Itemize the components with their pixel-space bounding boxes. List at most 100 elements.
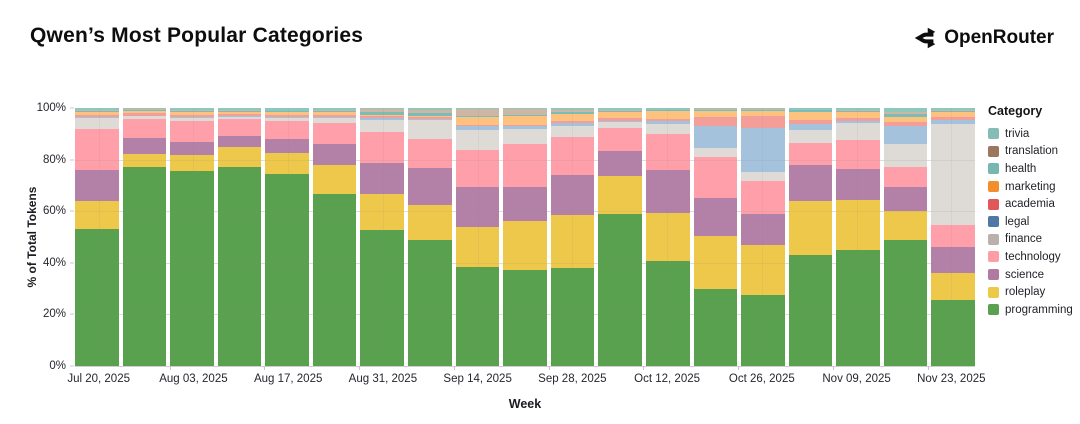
bar-segment-translation[interactable]: [836, 109, 880, 111]
legend-item-academia[interactable]: academia: [988, 195, 1078, 213]
bar-segment-translation[interactable]: [645, 109, 690, 111]
bar-segment-academia[interactable]: [170, 114, 214, 117]
legend-item-marketing[interactable]: marketing: [988, 178, 1078, 196]
bar-segment-programming[interactable]: [693, 289, 738, 366]
bar-segment-marketing[interactable]: [836, 112, 880, 119]
bar-segment-marketing[interactable]: [693, 110, 738, 118]
bar-segment-academia[interactable]: [408, 116, 452, 119]
bar-segment-science[interactable]: [265, 139, 309, 154]
bar-segment-marketing[interactable]: [503, 116, 547, 125]
bar-segment-marketing[interactable]: [122, 111, 167, 114]
bar-segment-trivia[interactable]: [693, 108, 738, 110]
bar-segment-academia[interactable]: [836, 118, 880, 121]
bar-segment-finance[interactable]: [598, 122, 642, 129]
bar-segment-health[interactable]: [503, 115, 547, 117]
bar-segment-translation[interactable]: [931, 109, 975, 111]
bar-segment-academia[interactable]: [455, 124, 500, 126]
bar-segment-roleplay[interactable]: [408, 204, 452, 240]
bar-segment-academia[interactable]: [741, 116, 785, 129]
bar-segment-science[interactable]: [122, 138, 167, 154]
bar-segment-technology[interactable]: [122, 118, 167, 139]
bar-segment-marketing[interactable]: [75, 112, 119, 115]
bar-segment-health[interactable]: [788, 110, 833, 112]
bar-segment-technology[interactable]: [217, 118, 262, 137]
bar-segment-roleplay[interactable]: [217, 147, 262, 168]
bar-segment-science[interactable]: [931, 246, 975, 274]
bar-segment-translation[interactable]: [455, 109, 500, 116]
bar-segment-marketing[interactable]: [170, 112, 214, 115]
bar-segment-translation[interactable]: [312, 110, 357, 111]
legend-item-legal[interactable]: legal: [988, 213, 1078, 231]
bar-segment-translation[interactable]: [883, 111, 928, 114]
bar-segment-legal[interactable]: [693, 126, 738, 149]
bar-segment-marketing[interactable]: [312, 112, 357, 115]
bar-segment-marketing[interactable]: [741, 110, 785, 117]
bar-segment-roleplay[interactable]: [170, 155, 214, 172]
bar-segment-roleplay[interactable]: [836, 199, 880, 251]
bar-segment-health[interactable]: [408, 113, 452, 116]
bar-segment-translation[interactable]: [122, 109, 167, 111]
bar-segment-technology[interactable]: [931, 224, 975, 247]
bar-segment-roleplay[interactable]: [550, 214, 595, 268]
bar-segment-trivia[interactable]: [741, 108, 785, 110]
bar-segment-translation[interactable]: [788, 109, 833, 111]
legend-item-translation[interactable]: translation: [988, 143, 1078, 161]
bar-segment-legal[interactable]: [598, 121, 642, 123]
bar-segment-programming[interactable]: [788, 254, 833, 366]
bar-segment-roleplay[interactable]: [503, 220, 547, 270]
bar-segment-translation[interactable]: [503, 109, 547, 116]
bar-segment-legal[interactable]: [360, 117, 405, 121]
bar-segment-translation[interactable]: [217, 110, 262, 111]
bar-segment-health[interactable]: [122, 110, 167, 112]
bar-segment-science[interactable]: [836, 168, 880, 200]
bar-segment-programming[interactable]: [645, 261, 690, 366]
bar-segment-science[interactable]: [598, 150, 642, 176]
bar-segment-science[interactable]: [883, 186, 928, 211]
bar-segment-roleplay[interactable]: [788, 200, 833, 255]
bar-segment-technology[interactable]: [408, 138, 452, 169]
bar-segment-programming[interactable]: [455, 267, 500, 366]
bar-segment-legal[interactable]: [883, 126, 928, 145]
bar-segment-technology[interactable]: [170, 120, 214, 143]
bar-segment-health[interactable]: [170, 111, 214, 113]
bar-segment-legal[interactable]: [788, 124, 833, 130]
bar-segment-legal[interactable]: [265, 117, 309, 118]
bar-segment-roleplay[interactable]: [455, 227, 500, 268]
legend-item-science[interactable]: science: [988, 266, 1078, 284]
bar-segment-trivia[interactable]: [170, 108, 214, 111]
bar-segment-trivia[interactable]: [408, 108, 452, 110]
bar-segment-marketing[interactable]: [550, 114, 595, 121]
bar-segment-programming[interactable]: [883, 240, 928, 366]
bar-segment-marketing[interactable]: [788, 111, 833, 120]
bar-segment-academia[interactable]: [122, 113, 167, 116]
bar-segment-programming[interactable]: [836, 250, 880, 366]
bar-segment-roleplay[interactable]: [312, 164, 357, 194]
bar-segment-trivia[interactable]: [312, 108, 357, 111]
bar-segment-translation[interactable]: [170, 110, 214, 112]
bar-segment-marketing[interactable]: [645, 111, 690, 119]
bar-segment-programming[interactable]: [931, 300, 975, 366]
bar-segment-finance[interactable]: [408, 119, 452, 139]
bar-segment-finance[interactable]: [170, 117, 214, 121]
bar-segment-technology[interactable]: [265, 120, 309, 140]
bar-segment-health[interactable]: [360, 112, 405, 115]
bar-segment-health[interactable]: [598, 110, 642, 112]
bar-segment-marketing[interactable]: [360, 114, 405, 116]
bar-segment-technology[interactable]: [550, 136, 595, 175]
bar-segment-roleplay[interactable]: [931, 273, 975, 301]
bar-segment-science[interactable]: [217, 136, 262, 148]
bar-segment-technology[interactable]: [788, 142, 833, 165]
bar-segment-translation[interactable]: [265, 110, 309, 112]
bar-segment-academia[interactable]: [788, 119, 833, 125]
legend-item-programming[interactable]: programming: [988, 301, 1078, 319]
bar-segment-science[interactable]: [693, 198, 738, 237]
bar-segment-science[interactable]: [75, 169, 119, 201]
bar-segment-science[interactable]: [312, 144, 357, 165]
bar-segment-legal[interactable]: [170, 116, 214, 118]
bar-segment-science[interactable]: [645, 169, 690, 214]
bar-segment-roleplay[interactable]: [360, 194, 405, 230]
bar-segment-technology[interactable]: [883, 167, 928, 187]
bar-segment-translation[interactable]: [75, 109, 119, 111]
bar-segment-translation[interactable]: [550, 110, 595, 113]
bar-segment-academia[interactable]: [931, 117, 975, 121]
